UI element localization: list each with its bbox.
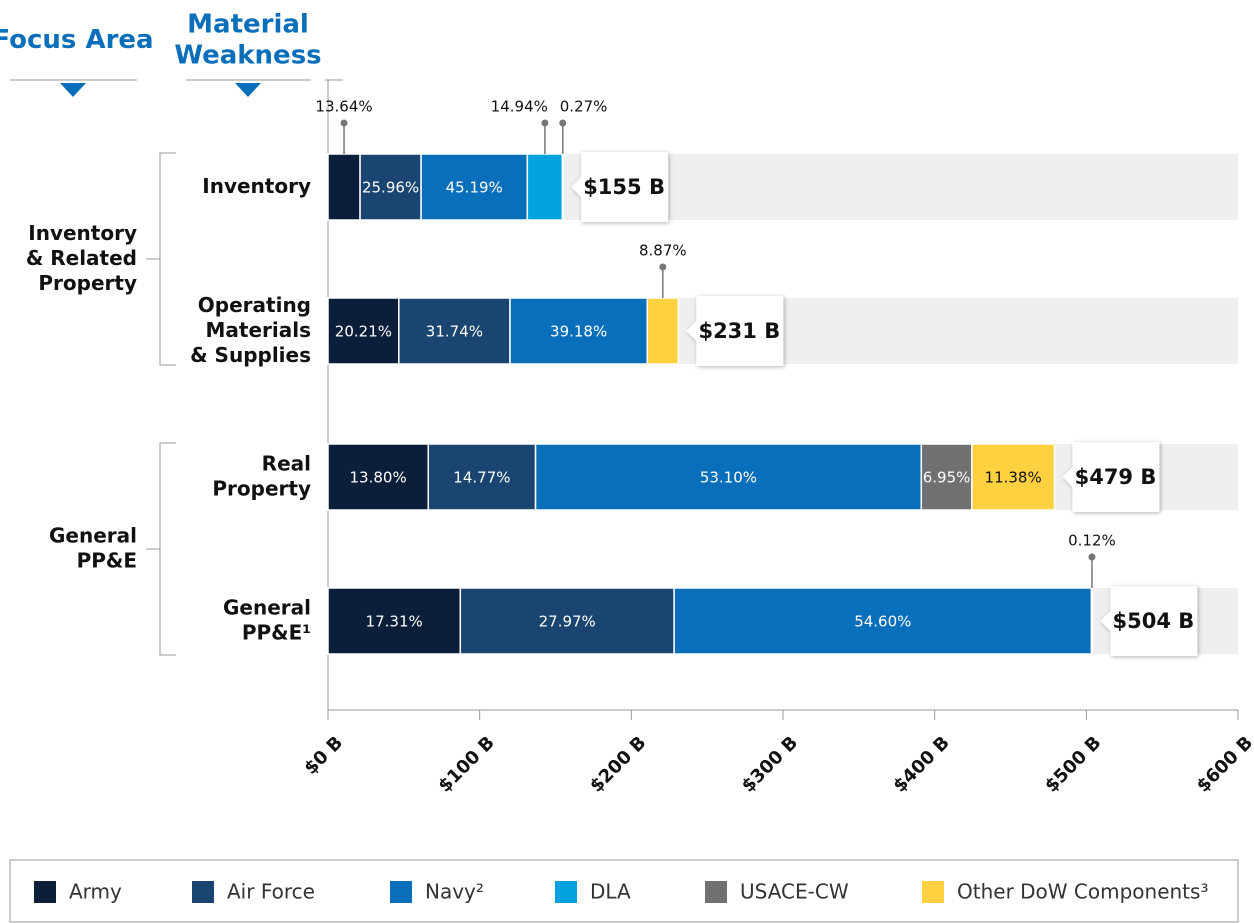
callout-label: 8.87%	[639, 242, 687, 260]
header-arrow	[60, 83, 86, 97]
bar-segment	[534, 443, 923, 511]
legend-swatch	[192, 881, 214, 903]
legend-label: Air Force	[227, 880, 315, 904]
legend-swatch	[34, 881, 56, 903]
segment-label: 25.96%	[362, 179, 419, 197]
legend-swatch	[705, 881, 727, 903]
x-tick-label: $300 B	[738, 732, 802, 796]
total-callout	[1100, 586, 1198, 656]
x-tick-label: $0 B	[300, 732, 347, 779]
legend-label: Navy²	[425, 880, 484, 904]
segment-label: 11.38%	[985, 469, 1042, 487]
group-bracket	[146, 442, 176, 656]
legend-swatch	[555, 881, 577, 903]
callout-dot	[659, 263, 667, 271]
segment-label: 27.97%	[539, 613, 596, 631]
total-label: $155 B	[583, 175, 665, 199]
bar-segment	[327, 153, 361, 221]
callout-dot	[340, 119, 348, 127]
x-tick-label: $600 B	[1193, 732, 1254, 796]
bar-segment	[561, 153, 564, 221]
callout-dot	[541, 119, 549, 127]
x-tick-label: $200 B	[586, 732, 650, 796]
bar-segment	[359, 153, 422, 221]
bar-segment	[327, 443, 430, 511]
group-label: General PP&E	[49, 523, 137, 572]
total-label: $479 B	[1075, 465, 1157, 489]
bar-segment	[673, 587, 1093, 655]
bar-segment	[646, 297, 680, 365]
segment-label: 39.18%	[550, 323, 607, 341]
legend-swatch	[922, 881, 944, 903]
column-header: Focus Area	[0, 25, 154, 55]
x-tick-label: $400 B	[889, 732, 953, 796]
total-callout	[571, 152, 669, 222]
bar-segment	[327, 297, 400, 365]
bar-segment	[509, 297, 649, 365]
bar-segment	[971, 443, 1056, 511]
segment-label: 13.80%	[350, 469, 407, 487]
category-label: Real Property	[212, 451, 311, 500]
column-header: Material Weakness	[174, 9, 321, 70]
group-bracket	[146, 152, 176, 366]
legend-swatch	[390, 881, 412, 903]
segment-label: 14.77%	[453, 469, 510, 487]
callout-label: 13.64%	[315, 98, 372, 116]
callout-label: 14.94%	[491, 98, 548, 116]
legend-label: DLA	[590, 880, 631, 904]
header-arrow	[235, 83, 261, 97]
bar-segment	[459, 587, 675, 655]
total-callout	[1062, 442, 1160, 512]
callout-dot	[559, 119, 567, 127]
category-label: General PP&E¹	[223, 595, 311, 644]
total-callout	[686, 296, 784, 366]
x-tick-label: $100 B	[434, 732, 498, 796]
callout-label: 0.27%	[560, 98, 608, 116]
legend-box	[9, 859, 1239, 923]
total-label: $504 B	[1113, 609, 1195, 633]
bar-segment	[1090, 587, 1094, 655]
segment-label: 53.10%	[700, 469, 757, 487]
legend-label: Army	[69, 880, 122, 904]
legend-label: Other DoW Components³	[957, 880, 1208, 904]
bar-segment	[526, 153, 564, 221]
legend-label: USACE-CW	[740, 880, 849, 904]
category-label: Operating Materials & Supplies	[190, 293, 311, 367]
category-label: Inventory	[202, 174, 311, 198]
segment-label: 31.74%	[426, 323, 483, 341]
bar-segment	[420, 153, 529, 221]
segment-label: 6.95%	[923, 469, 971, 487]
bar-segment	[920, 443, 973, 511]
x-tick-label: $500 B	[1041, 732, 1105, 796]
total-label: $231 B	[698, 319, 780, 343]
bar-segment	[427, 443, 537, 511]
callout-dot	[1088, 553, 1096, 561]
callout-label: 0.12%	[1068, 532, 1116, 550]
segment-label: 17.31%	[366, 613, 423, 631]
group-label: Inventory & Related Property	[26, 221, 137, 295]
segment-label: 20.21%	[335, 323, 392, 341]
segment-label: 54.60%	[854, 613, 911, 631]
segment-label: 45.19%	[446, 179, 503, 197]
